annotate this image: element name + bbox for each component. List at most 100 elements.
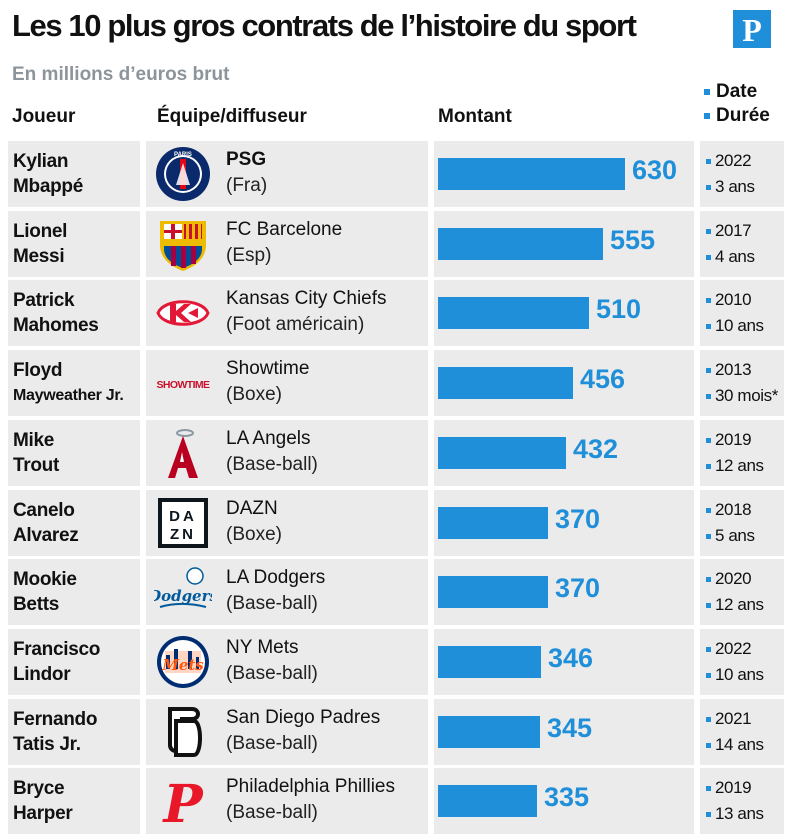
bar (438, 227, 603, 260)
date-cell: 2019 13 ans (700, 768, 784, 835)
contract-duration: 12 ans (706, 453, 764, 479)
team-label: Kansas City Chiefs (226, 288, 387, 310)
contract-date-text: 2019 (715, 429, 752, 449)
contract-date: 2017 (706, 218, 755, 244)
amount-cell: 335 (434, 768, 694, 835)
date-cell: 2022 3 ans (700, 141, 784, 207)
column-header-player: Joueur (12, 106, 76, 127)
player-last-name: Messi (13, 245, 65, 267)
team-cell: LA Angels (Base-ball) (146, 419, 428, 486)
player-cell: Kylian Mbappé (8, 141, 140, 207)
contract-duration: 14 ans (706, 732, 764, 758)
player-cell: Mike Trout (8, 419, 140, 486)
player-cell: Mookie Betts (8, 559, 140, 626)
amount-cell: 630 (434, 141, 694, 207)
bar (438, 645, 541, 678)
legend-date-label: Date (716, 81, 758, 102)
bar (438, 367, 573, 400)
svg-text:DA: DA (169, 508, 197, 525)
table-row: Kylian Mbappé PARIS PSG (Fra) 630 2022 3 ans (8, 141, 784, 207)
player-name: Floyd Mayweather Jr. (13, 358, 124, 408)
contract-duration-text: 13 ans (715, 804, 764, 824)
contract-duration-text: 14 ans (715, 734, 764, 754)
legend-duration-label: Durée (716, 105, 770, 126)
player-first-name: Canelo (13, 499, 75, 521)
team-label: NY Mets (226, 636, 299, 658)
bar-value-label: 345 (547, 712, 593, 743)
date-cell: 2013 30 mois* (700, 350, 784, 417)
contract-date-text: 2022 (715, 151, 752, 170)
contract-date: 2021 (706, 706, 764, 732)
contract-info: 2020 12 ans (706, 566, 764, 618)
contract-info: 2019 12 ans (706, 427, 764, 479)
contract-date-text: 2017 (715, 220, 752, 240)
table-row: Canelo Alvarez DA ZN DAZN (Boxe) 370 2018 5 ans (8, 489, 784, 556)
bar-value-label: 432 (573, 433, 619, 464)
barcelona-logo (154, 215, 212, 273)
player-cell: Canelo Alvarez (8, 489, 140, 556)
amount-cell: 370 (434, 559, 694, 626)
team-name: PSG (Fra) (226, 147, 267, 199)
team-label: LA Dodgers (226, 567, 326, 589)
team-name: NY Mets (Base-ball) (226, 635, 318, 687)
team-name: LA Dodgers (Base-ball) (226, 565, 325, 617)
contract-duration-text: 12 ans (715, 595, 764, 615)
table-row: Francisco Lindor Mets NY Mets (Base-ball) 346… (8, 628, 784, 695)
bar-value-label: 555 (610, 224, 656, 255)
team-cell: Kansas City Chiefs (Foot américain) (146, 280, 428, 347)
bar-value-label: 510 (596, 294, 642, 325)
contract-info: 2021 14 ans (706, 706, 764, 758)
bar (438, 506, 548, 539)
player-first-name: Bryce (13, 778, 65, 800)
player-name: Canelo Alvarez (13, 498, 79, 548)
contract-date-text: 2018 (715, 499, 752, 519)
player-cell: Fernando Tatis Jr. (8, 698, 140, 765)
team-cell: FC Barcelone (Esp) (146, 210, 428, 277)
contract-duration: 10 ans (706, 662, 764, 688)
chiefs-logo (154, 284, 212, 342)
contract-info: 2019 13 ans (706, 775, 764, 827)
table-row: Lionel Messi FC Barcelone (Esp) 555 2017 4 ans (8, 210, 784, 277)
player-first-name: Fernando (13, 708, 98, 730)
date-cell: 2020 12 ans (700, 559, 784, 626)
contract-duration: 4 ans (706, 244, 755, 270)
table-row: Bryce Harper P Philadelphia Phillies (Base-b… (8, 768, 784, 835)
psg-logo: PARIS (154, 145, 212, 203)
player-last-name: Betts (13, 594, 60, 616)
player-name: Bryce Harper (13, 776, 73, 826)
contract-duration: 3 ans (706, 174, 755, 200)
player-first-name: Francisco (13, 638, 101, 660)
date-cell: 2019 12 ans (700, 419, 784, 486)
amount-cell: 510 (434, 280, 694, 347)
contract-duration-text: 12 ans (715, 455, 764, 475)
player-first-name: Lionel (13, 220, 68, 242)
chart-title: Les 10 plus gros contrats de l’histoire … (12, 8, 637, 43)
dazn-logo: DA ZN (154, 494, 212, 552)
team-category: (Base-ball) (226, 453, 318, 475)
team-name: Showtime (Boxe) (226, 356, 309, 408)
column-header-team: Équipe/diffuseur (157, 106, 307, 127)
legend-date: Date (704, 80, 770, 104)
team-name: San Diego Padres (Base-ball) (226, 705, 380, 757)
table-row: Patrick Mahomes Kansas City Chiefs (Foot am… (8, 280, 784, 347)
player-name: Patrick Mahomes (13, 288, 99, 338)
le-parisien-logo: P (733, 10, 771, 48)
player-last-name: Mayweather Jr. (13, 387, 124, 405)
contract-info: 2010 10 ans (706, 287, 764, 339)
contract-info: 2017 4 ans (706, 218, 755, 270)
team-cell: Dodgers LA Dodgers (Base-ball) (146, 559, 428, 626)
contract-duration-text: 10 ans (715, 664, 764, 684)
bar (438, 436, 566, 469)
amount-cell: 345 (434, 698, 694, 765)
contract-duration: 10 ans (706, 313, 764, 339)
table-row: Floyd Mayweather Jr. SHOWTIME Showtime (Boxe… (8, 350, 784, 417)
team-category: (Base-ball) (226, 593, 318, 615)
phillies-logo: P (154, 772, 212, 835)
player-name: Mike Trout (13, 428, 59, 478)
team-name: Kansas City Chiefs (Foot américain) (226, 286, 387, 338)
contract-info: 2018 5 ans (706, 497, 755, 549)
amount-cell: 432 (434, 419, 694, 486)
player-first-name: Floyd (13, 360, 63, 382)
player-last-name: Mahomes (13, 315, 99, 337)
amount-cell: 456 (434, 350, 694, 417)
